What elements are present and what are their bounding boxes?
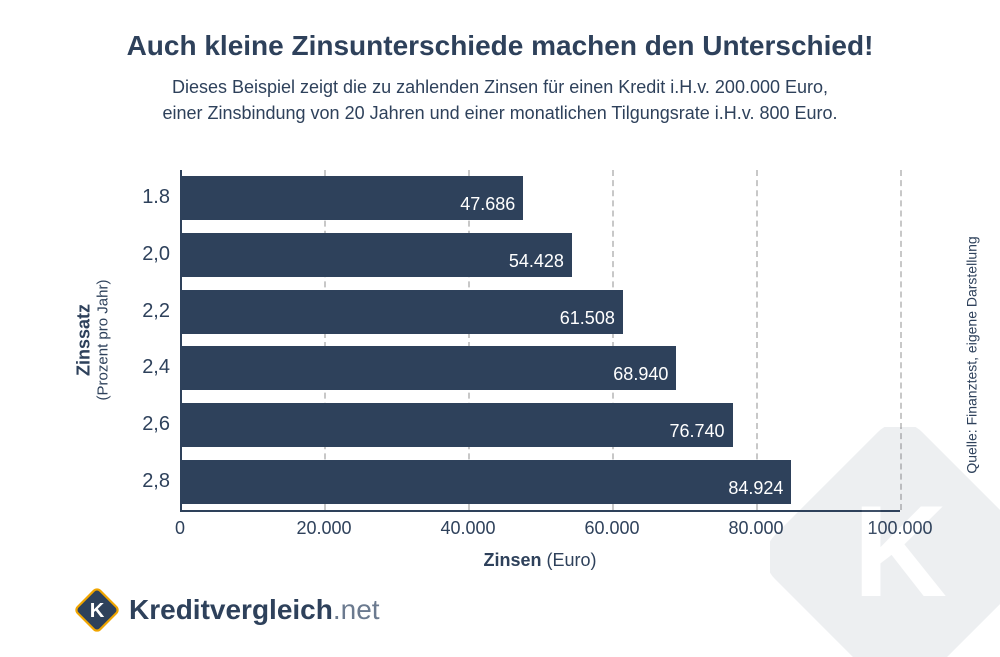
grid-line bbox=[900, 170, 902, 510]
bar-value-label: 61.508 bbox=[560, 308, 615, 329]
category-label: 2,8 bbox=[142, 470, 170, 493]
x-tick-label: 80.000 bbox=[728, 518, 783, 539]
bar-value-label: 68.940 bbox=[613, 364, 668, 385]
category-label: 2,2 bbox=[142, 300, 170, 323]
y-axis-title-main: Zinssatz bbox=[73, 280, 94, 401]
page: Auch kleine Zinsunterschiede machen den … bbox=[0, 0, 1000, 657]
bars-container: 47.686 54.428 61.508 68.940 76.740 84.924 bbox=[180, 170, 900, 510]
brand-tld: .net bbox=[333, 594, 380, 625]
bar-value-label: 54.428 bbox=[509, 251, 564, 272]
svg-text:K: K bbox=[90, 600, 105, 622]
x-tick-label: 100.000 bbox=[867, 518, 932, 539]
brand-logo: K Kreditvergleich.net bbox=[75, 588, 380, 632]
bar: 47.686 bbox=[180, 176, 523, 220]
x-tick-label: 20.000 bbox=[296, 518, 351, 539]
y-axis-title: Zinssatz (Prozent pro Jahr) bbox=[73, 280, 111, 401]
source-wrap: Quelle: Finanztest, eigene Darstellung bbox=[962, 170, 982, 540]
chart-title: Auch kleine Zinsunterschiede machen den … bbox=[0, 30, 1000, 62]
x-axis-title: Zinsen (Euro) bbox=[180, 550, 900, 571]
bar-row: 68.940 bbox=[180, 346, 900, 390]
category-label: 2,6 bbox=[142, 413, 170, 436]
bar-value-label: 84.924 bbox=[728, 478, 783, 499]
bar-chart: 47.68654.42861.50868.94076.74084.924 020… bbox=[180, 170, 900, 510]
subtitle-line-1: Dieses Beispiel zeigt die zu zahlenden Z… bbox=[172, 77, 828, 97]
chart-subtitle: Dieses Beispiel zeigt die zu zahlenden Z… bbox=[0, 74, 1000, 126]
category-label: 2,0 bbox=[142, 243, 170, 266]
bar-row: 47.686 bbox=[180, 176, 900, 220]
brand-logo-icon: K bbox=[75, 588, 119, 632]
x-axis-title-main: Zinsen bbox=[483, 550, 541, 570]
brand-logo-text: Kreditvergleich.net bbox=[129, 594, 380, 626]
y-axis-title-unit: (Prozent pro Jahr) bbox=[94, 280, 111, 401]
bar-row: 84.924 bbox=[180, 460, 900, 504]
bar: 54.428 bbox=[180, 233, 572, 277]
bar-value-label: 76.740 bbox=[669, 421, 724, 442]
bar-value-label: 47.686 bbox=[460, 194, 515, 215]
source-text: Quelle: Finanztest, eigene Darstellung bbox=[964, 236, 980, 473]
x-axis-line bbox=[180, 510, 900, 512]
bar-row: 76.740 bbox=[180, 403, 900, 447]
brand-name: Kreditvergleich bbox=[129, 594, 333, 625]
category-label: 2,4 bbox=[142, 356, 170, 379]
bar-row: 54.428 bbox=[180, 233, 900, 277]
x-axis-title-unit: (Euro) bbox=[542, 550, 597, 570]
x-tick-label: 40.000 bbox=[440, 518, 495, 539]
bar: 68.940 bbox=[180, 346, 676, 390]
bar: 76.740 bbox=[180, 403, 733, 447]
subtitle-line-2: einer Zinsbindung von 20 Jahren und eine… bbox=[162, 103, 837, 123]
bar: 84.924 bbox=[180, 460, 791, 504]
y-axis-title-wrap: Zinssatz (Prozent pro Jahr) bbox=[80, 170, 104, 510]
bar-row: 61.508 bbox=[180, 290, 900, 334]
x-tick-label: 0 bbox=[175, 518, 185, 539]
category-label: 1.8 bbox=[142, 186, 170, 209]
x-tick-label: 60.000 bbox=[584, 518, 639, 539]
bar: 61.508 bbox=[180, 290, 623, 334]
